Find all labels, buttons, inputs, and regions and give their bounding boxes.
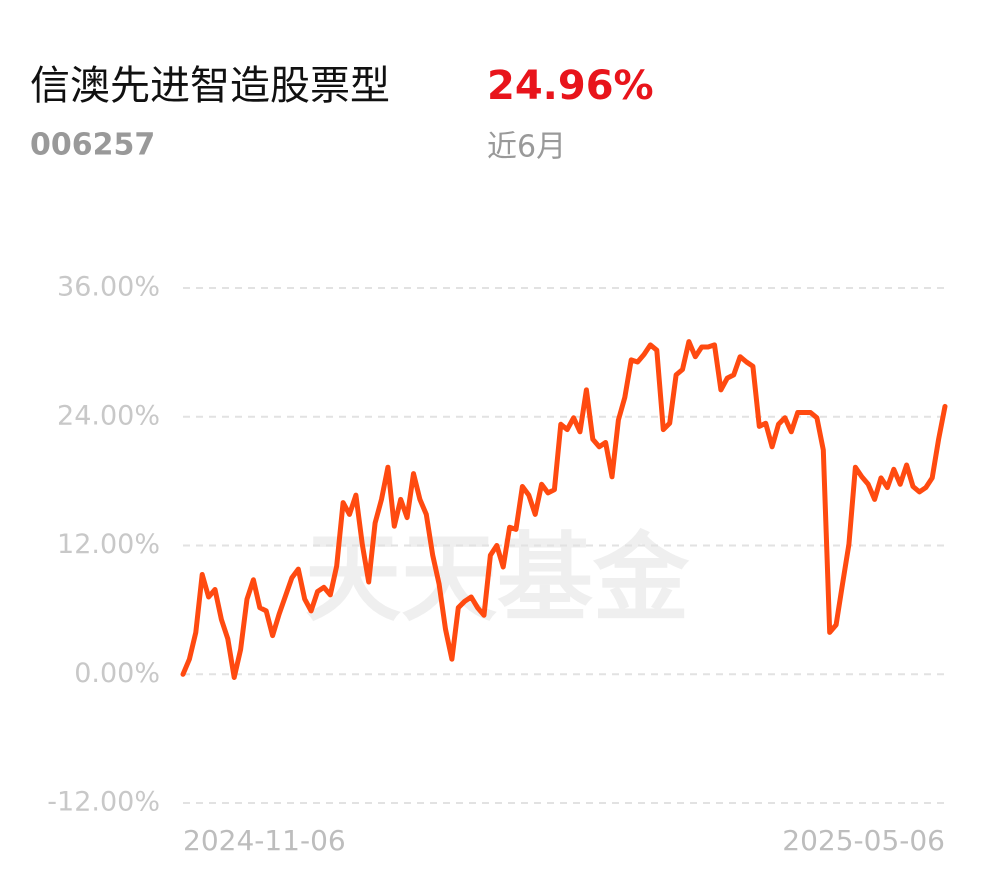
y-tick-label: -12.00% — [47, 787, 160, 818]
data-line — [180, 339, 948, 680]
y-tick-label: 24.00% — [57, 400, 160, 431]
period-return: 24.96% — [487, 63, 654, 109]
fund-name: 信澳先进智造股票型 — [30, 63, 390, 109]
y-tick-label: 12.00% — [57, 529, 160, 560]
y-tick-label: 36.00% — [57, 272, 160, 303]
x-tick-label: 2025-05-06 — [782, 824, 945, 857]
x-tick-label: 2024-11-06 — [183, 824, 346, 857]
fund-code: 006257 — [30, 128, 155, 163]
period-label: 近6月 — [487, 130, 566, 165]
y-tick-label: 0.00% — [74, 658, 160, 689]
